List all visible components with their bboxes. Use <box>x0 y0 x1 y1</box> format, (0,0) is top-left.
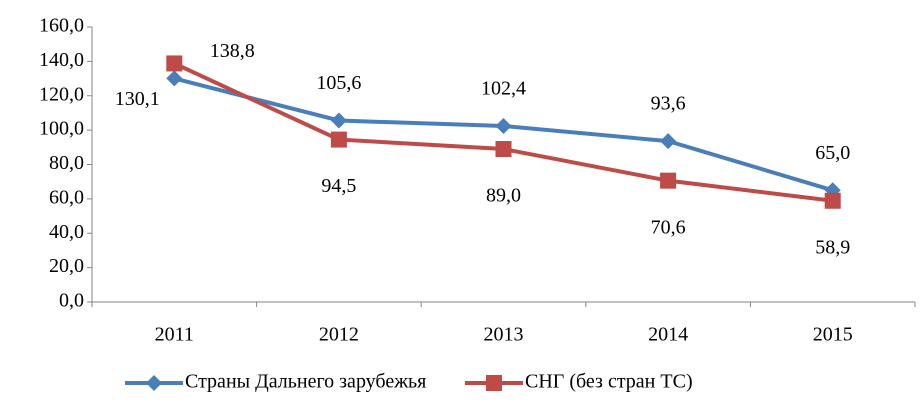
data-label: 89,0 <box>486 185 521 207</box>
x-tick-label: 2012 <box>319 324 359 346</box>
y-tick-label: 20,0 <box>49 255 84 277</box>
legend-label: Страны Дальнего зарубежья <box>185 371 426 393</box>
x-tick-label: 2015 <box>813 324 853 346</box>
y-tick-label: 40,0 <box>49 221 84 243</box>
y-tick-label: 60,0 <box>49 186 84 208</box>
y-tick-label: 160,0 <box>39 15 84 37</box>
data-label: 65,0 <box>815 142 850 164</box>
point <box>330 131 347 148</box>
data-label: 58,9 <box>815 236 850 258</box>
point <box>495 118 512 134</box>
data-label: 138,8 <box>210 40 255 62</box>
data-label: 102,4 <box>481 78 526 100</box>
point <box>495 141 512 158</box>
legend-marker <box>486 375 502 391</box>
point <box>660 133 677 150</box>
x-tick-label: 2014 <box>648 324 688 346</box>
legend-marker <box>146 375 162 391</box>
point <box>824 192 841 209</box>
data-label: 70,6 <box>651 216 686 238</box>
point <box>330 112 347 129</box>
y-tick-label: 0,0 <box>59 290 84 312</box>
point <box>166 55 183 72</box>
y-tick-label: 100,0 <box>39 118 84 140</box>
data-label: 105,6 <box>316 72 361 94</box>
y-tick-label: 120,0 <box>39 83 84 105</box>
data-label: 93,6 <box>651 93 686 115</box>
y-tick-label: 140,0 <box>39 49 84 71</box>
data-label: 130,1 <box>115 88 160 110</box>
data-label: 94,5 <box>321 175 356 197</box>
x-tick-label: 2013 <box>484 324 524 346</box>
x-tick-label: 2011 <box>155 324 194 346</box>
point <box>660 172 677 189</box>
y-tick-label: 80,0 <box>49 152 84 174</box>
legend-label: СНГ (без стран ТС) <box>525 371 693 393</box>
point <box>166 70 183 87</box>
